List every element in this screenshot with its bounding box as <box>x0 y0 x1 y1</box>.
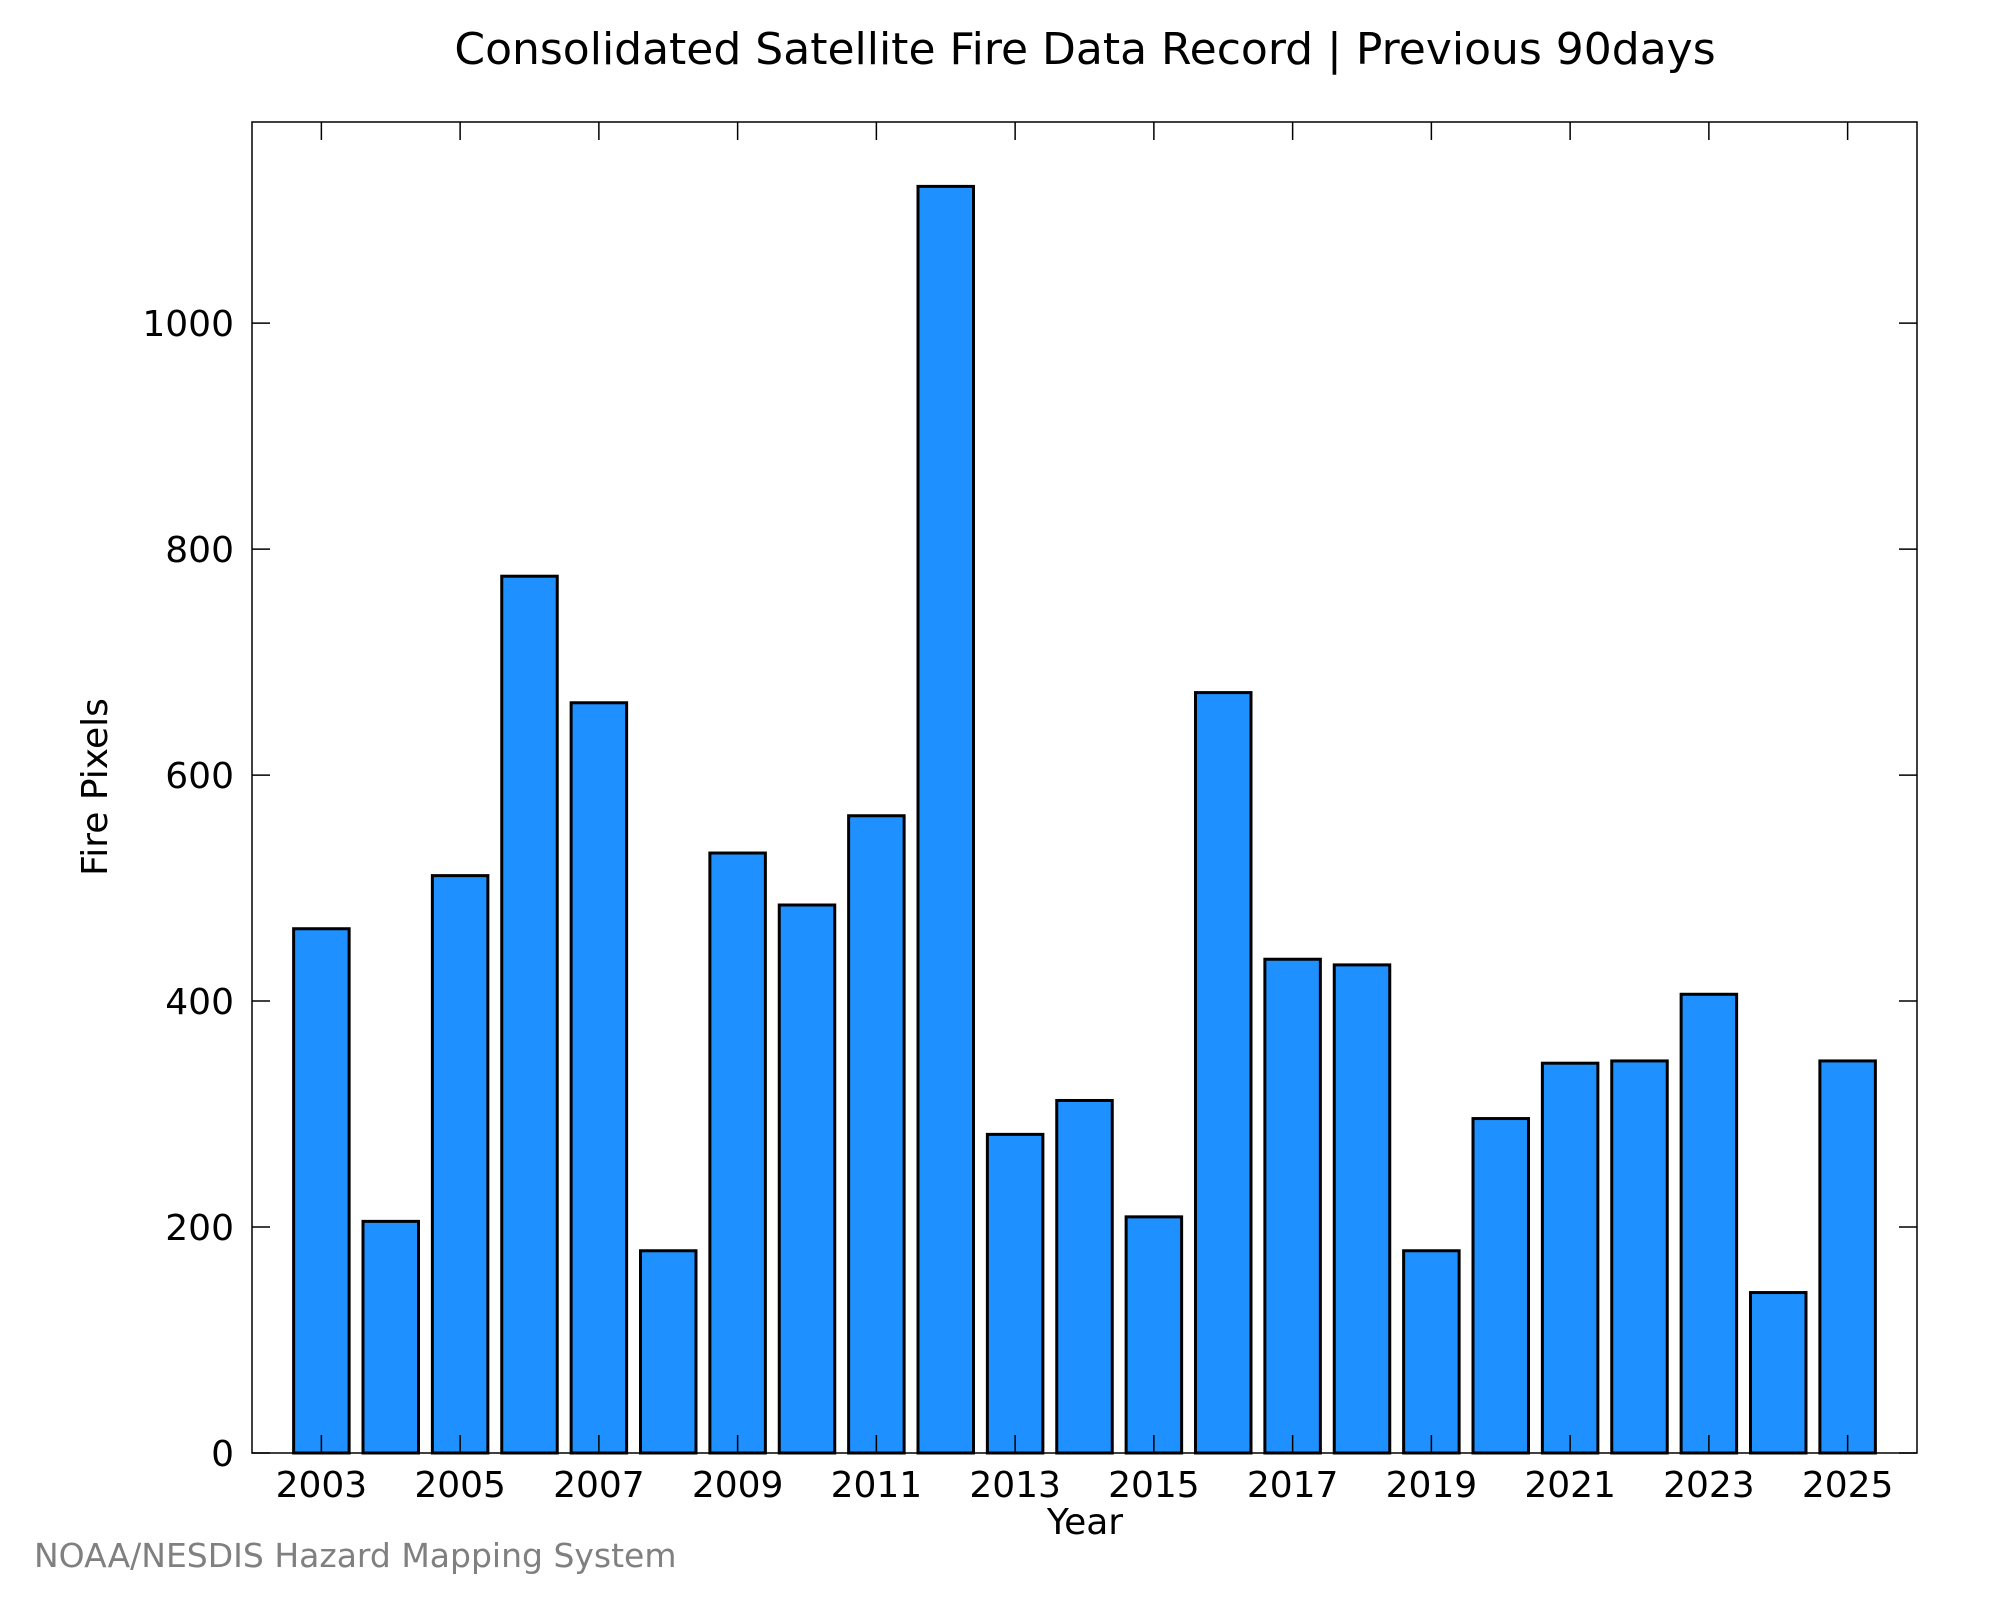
bar-2010 <box>777 903 837 1455</box>
bar-2016 <box>1194 691 1253 1455</box>
x-tick-label-2023: 2023 <box>1663 1465 1755 1506</box>
bar-2006 <box>500 574 559 1455</box>
x-tick-label-2021: 2021 <box>1524 1465 1616 1506</box>
y-tick-label-200: 200 <box>165 1208 234 1249</box>
bar-2009 <box>708 851 767 1455</box>
bar-2003 <box>292 927 351 1455</box>
bar-2022 <box>1610 1059 1669 1455</box>
x-tick-label-2017: 2017 <box>1247 1465 1339 1506</box>
chart-title: Consolidated Satellite Fire Data Record … <box>454 24 1715 75</box>
bar-2013 <box>985 1132 1045 1455</box>
x-tick-label-2013: 2013 <box>969 1465 1061 1506</box>
bar-2008 <box>639 1249 698 1455</box>
bar-2005 <box>430 874 490 1455</box>
y-tick-label-600: 600 <box>165 756 234 797</box>
bar-2015 <box>1124 1215 1184 1455</box>
bar-2019 <box>1402 1249 1461 1455</box>
bar-2021 <box>1540 1061 1600 1455</box>
x-axis-label: Year <box>1046 1502 1123 1543</box>
x-tick-label-2003: 2003 <box>276 1465 368 1506</box>
bar-2025 <box>1818 1059 1877 1455</box>
bar-2020 <box>1471 1117 1530 1455</box>
x-tick-label-2015: 2015 <box>1108 1465 1200 1506</box>
x-tick-label-2009: 2009 <box>692 1465 784 1506</box>
bar-2012 <box>916 184 975 1455</box>
y-axis-ticks: 0 200 400 600 800 1000 <box>142 304 1917 1475</box>
y-tick-label-1000: 1000 <box>142 304 234 345</box>
footer-credit: NOAA/NESDIS Hazard Mapping System <box>34 1536 677 1575</box>
y-tick-label-800: 800 <box>165 530 234 571</box>
y-tick-label-400: 400 <box>165 982 234 1023</box>
bar-2011 <box>847 814 906 1455</box>
bar-2014 <box>1055 1098 1114 1455</box>
x-tick-label-2019: 2019 <box>1386 1465 1478 1506</box>
bar-2017 <box>1263 957 1322 1455</box>
x-tick-label-2011: 2011 <box>831 1465 923 1506</box>
y-tick-label-0: 0 <box>211 1434 234 1475</box>
x-axis-ticks: 2003 2005 2007 2009 2011 2013 2015 2017 2019 2021… <box>276 122 1894 1506</box>
y-axis-label: Fire Pixels <box>75 698 116 876</box>
bar-2023 <box>1679 992 1739 1455</box>
x-tick-label-2005: 2005 <box>414 1465 506 1506</box>
bar-2004 <box>361 1219 420 1455</box>
bar-2007 <box>569 701 629 1455</box>
bars-group <box>292 184 1877 1455</box>
bar-2018 <box>1332 963 1392 1455</box>
x-tick-label-2025: 2025 <box>1802 1465 1894 1506</box>
bar-2024 <box>1749 1291 1808 1455</box>
x-tick-label-2007: 2007 <box>553 1465 645 1506</box>
